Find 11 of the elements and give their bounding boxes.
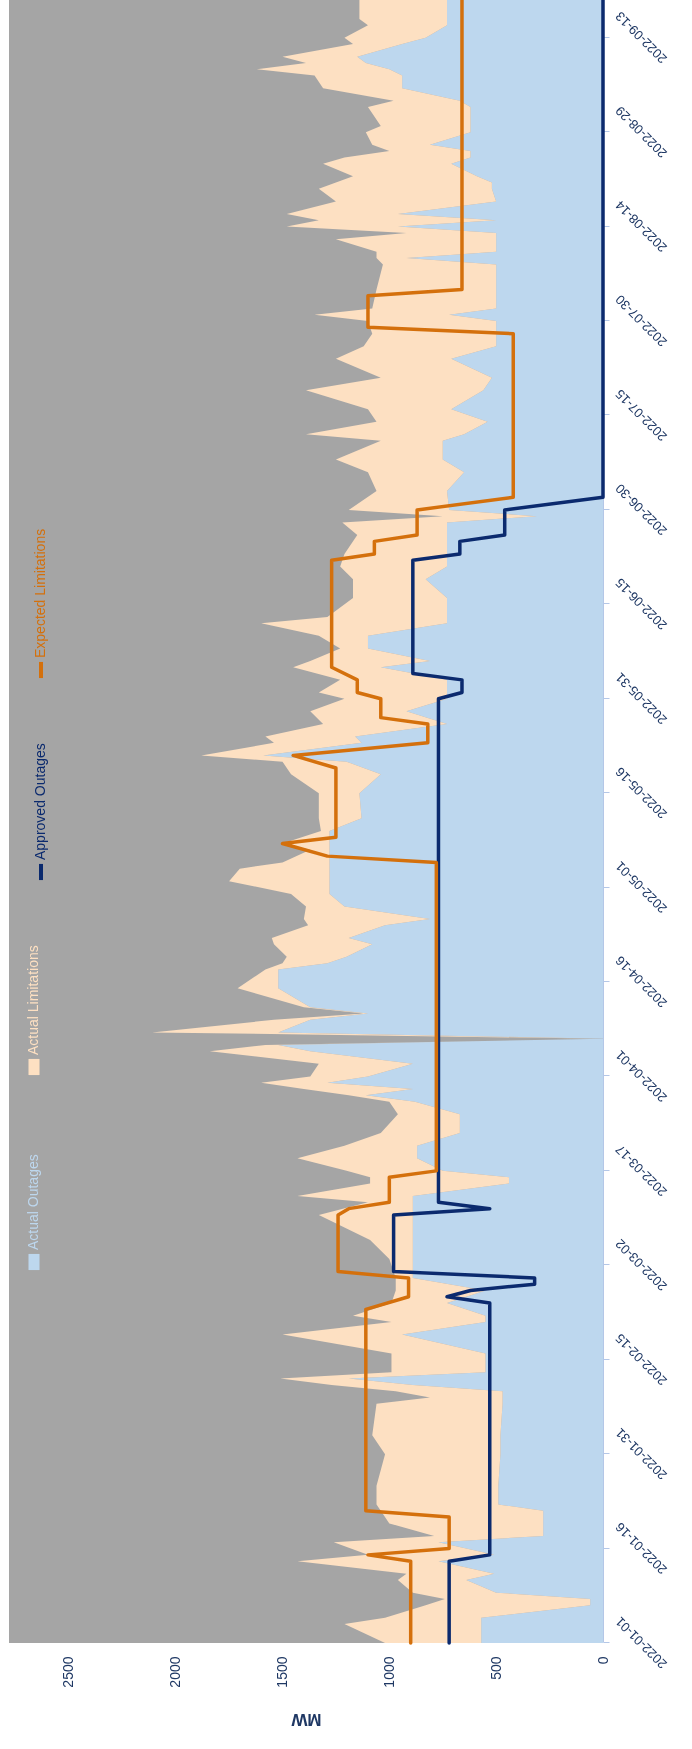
x-axis-title: MW xyxy=(290,1709,322,1729)
text: Approved Outages xyxy=(32,743,48,860)
x-tick-label: 1500 xyxy=(274,1656,290,1688)
text: Actual Limitations xyxy=(25,945,41,1055)
x-tick-label: 1000 xyxy=(380,1656,397,1688)
x-tick-label: 0 xyxy=(594,1656,611,1665)
text: Actual Outages xyxy=(25,1154,41,1250)
x-tick-label: 500 xyxy=(487,1656,504,1680)
text: Expected Limitations xyxy=(32,528,48,658)
x-tick-label: 2000 xyxy=(167,1656,184,1688)
x-tick-label: 2500 xyxy=(60,1656,77,1688)
